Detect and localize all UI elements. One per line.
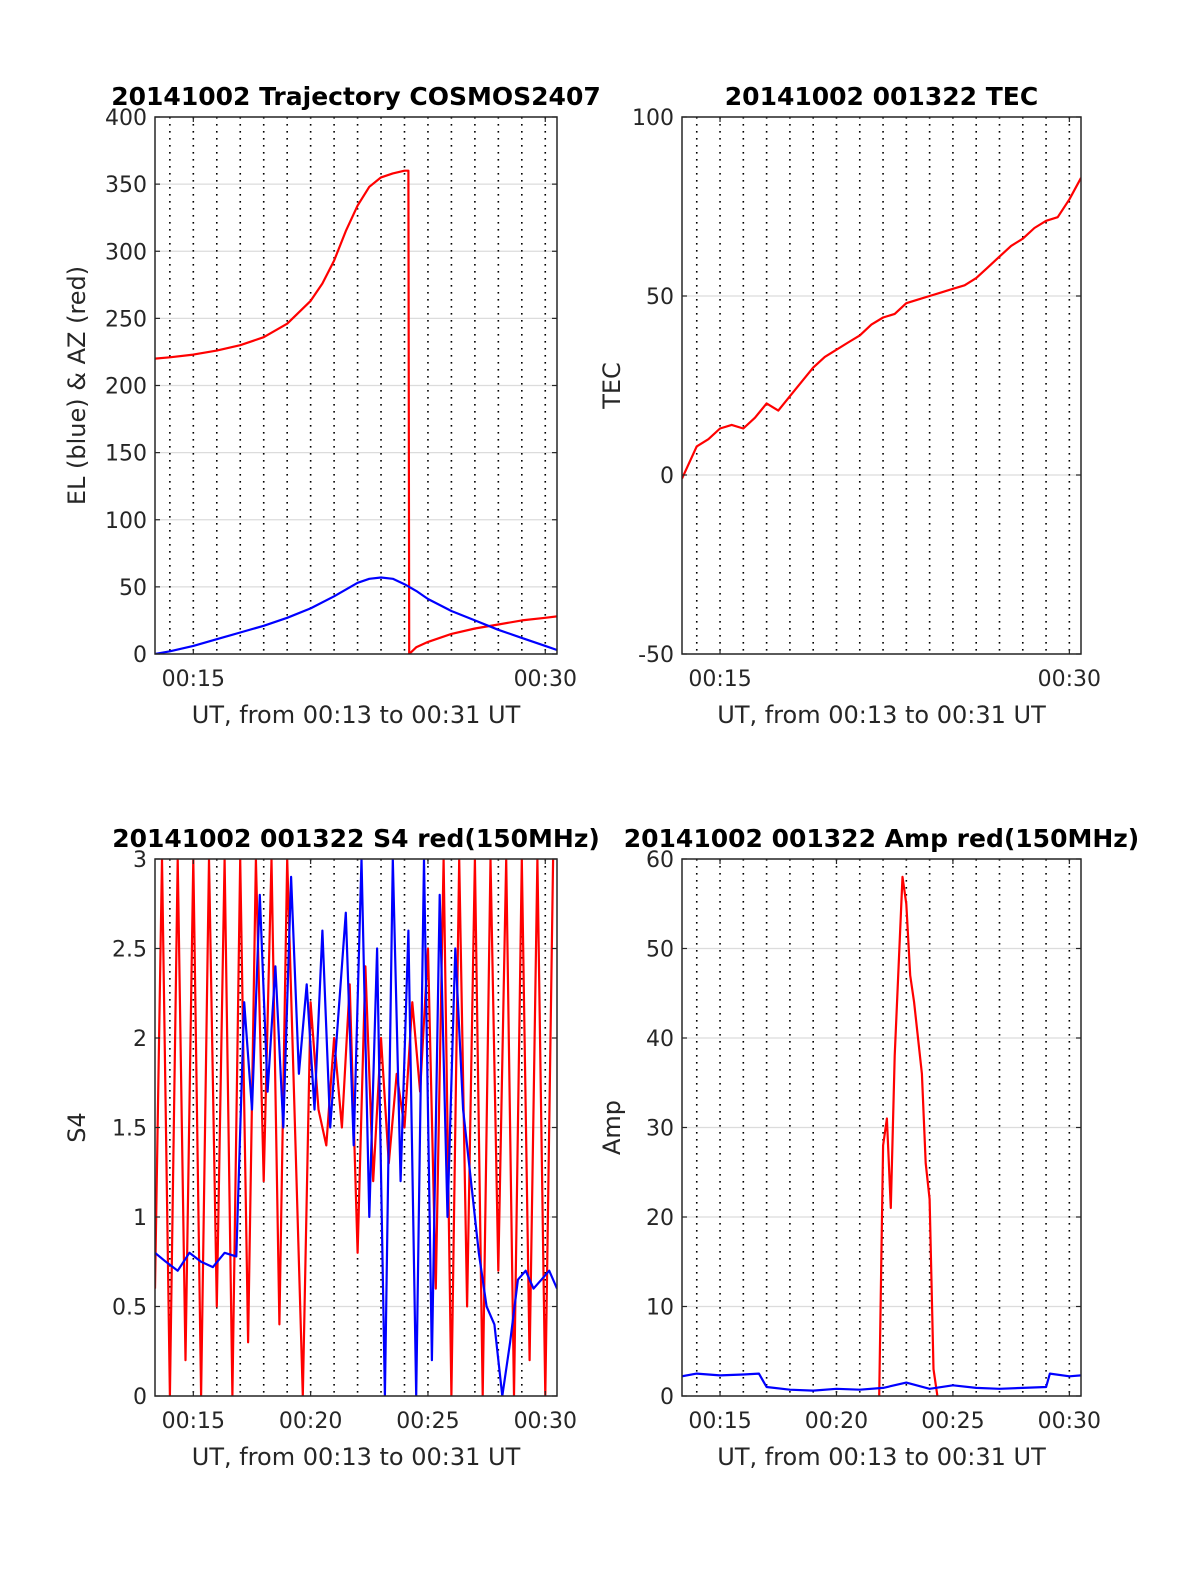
- tec-title: 20141002 001322 TEC: [725, 82, 1038, 111]
- trajectory-x-tick-label: 00:15: [162, 667, 225, 692]
- s4-x-tick-label: 00:15: [162, 1409, 225, 1434]
- tec-plot-area: [682, 117, 1081, 654]
- s4-y-tick-label: 2: [133, 1027, 147, 1052]
- trajectory-series-line-0: [155, 169, 557, 654]
- s4-y-tick-label: 0.5: [112, 1296, 147, 1321]
- s4-x-tick-label: 00:25: [396, 1409, 459, 1434]
- amp-y-tick-label: 30: [646, 1117, 674, 1142]
- trajectory-y-tick-label: 400: [105, 106, 147, 131]
- amp-y-tick-label: 0: [660, 1385, 674, 1410]
- s4-series-line-1: [155, 859, 557, 1396]
- trajectory-y-tick-label: 350: [105, 173, 147, 198]
- trajectory-series-line-1: [155, 576, 557, 654]
- trajectory-y-tick-label: 200: [105, 375, 147, 400]
- s4-title: 20141002 001322 S4 red(150MHz): [112, 824, 600, 853]
- trajectory-x-axis-label: UT, from 00:13 to 00:31 UT: [192, 701, 521, 729]
- amp-y-tick-label: 50: [646, 938, 674, 963]
- amp-x-tick-label: 00:25: [921, 1409, 984, 1434]
- amp-x-tick-label: 00:15: [688, 1409, 751, 1434]
- tec-axes-frame: [681, 116, 1082, 655]
- amp-y-tick-label: 40: [646, 1027, 674, 1052]
- trajectory-y-tick-label: 100: [105, 509, 147, 534]
- s4-y-tick-label: 1: [133, 1206, 147, 1231]
- tec-x-tick-label: 00:30: [1038, 667, 1101, 692]
- amp-y-tick-label: 20: [646, 1206, 674, 1231]
- trajectory-y-tick-label: 0: [133, 643, 147, 668]
- amp-y-axis-label: Amp: [598, 1100, 626, 1155]
- s4-y-axis-label: S4: [63, 1112, 91, 1143]
- s4-y-tick-label: 2.5: [112, 938, 147, 963]
- amp-x-tick-label: 00:30: [1038, 1409, 1101, 1434]
- amp-title: 20141002 001322 Amp red(150MHz): [624, 824, 1140, 853]
- trajectory-y-tick-label: 150: [105, 442, 147, 467]
- trajectory-y-axis-label: EL (blue) & AZ (red): [63, 266, 91, 505]
- tec-series-line-0: [682, 177, 1081, 480]
- amp-panel: 0 10 20 30 40 50 60 00:15 00:20 00:25 00:30 2014100…: [598, 824, 1139, 1471]
- tec-y-tick-label: 0: [660, 464, 674, 489]
- tec-x-axis-label: UT, from 00:13 to 00:31 UT: [717, 701, 1046, 729]
- s4-x-tick-label: 00:30: [514, 1409, 577, 1434]
- s4-y-tick-label: 1.5: [112, 1117, 147, 1142]
- trajectory-y-tick-label: 300: [105, 240, 147, 265]
- s4-x-axis-label: UT, from 00:13 to 00:31 UT: [192, 1443, 521, 1471]
- amp-x-axis-label: UT, from 00:13 to 00:31 UT: [717, 1443, 1046, 1471]
- trajectory-y-tick-label: 50: [119, 576, 147, 601]
- trajectory-panel: 0 50 100 150 200 250 300 350 400 00:15 00:30 201410…: [63, 82, 601, 729]
- tec-panel: -50 0 50 100 00:15 00:30 20141002 001322 TEC UT…: [598, 82, 1101, 729]
- s4-x-tick-label: 00:20: [279, 1409, 342, 1434]
- amp-y-tick-label: 60: [646, 848, 674, 873]
- amp-series-line-0: [878, 875, 939, 1396]
- amp-x-tick-label: 00:20: [805, 1409, 868, 1434]
- amp-y-tick-label: 10: [646, 1296, 674, 1321]
- s4-y-tick-label: 3: [133, 848, 147, 873]
- trajectory-x-tick-label: 00:30: [514, 667, 577, 692]
- trajectory-title: 20141002 Trajectory COSMOS2407: [111, 82, 601, 111]
- s4-panel: 0 0.5 1 1.5 2 2.5 3 00:15 00:20 00:25 00:30 2014100…: [63, 824, 600, 1471]
- tec-x-tick-label: 00:15: [688, 667, 751, 692]
- tec-y-tick-label: -50: [638, 643, 674, 668]
- trajectory-y-tick-label: 250: [105, 307, 147, 332]
- tec-y-tick-label: 100: [632, 106, 674, 131]
- s4-y-tick-label: 0: [133, 1385, 147, 1410]
- tec-y-tick-label: 50: [646, 285, 674, 310]
- amp-series-line-1: [682, 1372, 1081, 1392]
- tec-y-axis-label: TEC: [598, 362, 626, 410]
